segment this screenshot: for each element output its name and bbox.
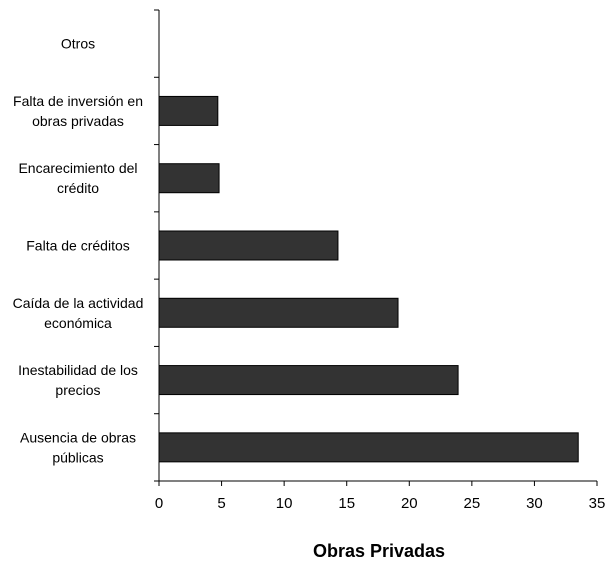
x-tick-label: 20 (401, 495, 418, 512)
x-tick-label: 15 (338, 495, 355, 512)
x-axis-label: Obras Privadas (313, 541, 445, 561)
x-tick-label: 10 (276, 495, 293, 512)
category-label-1-line-2: públicas (52, 449, 103, 465)
x-tick-label: 0 (155, 495, 163, 512)
category-label-6-line-1: Falta de inversión en (13, 93, 143, 109)
axes-group (154, 9, 597, 482)
category-label-3-line-2: económica (44, 315, 112, 331)
category-label-5-line-2: crédito (57, 180, 99, 196)
bar-1 (158, 432, 579, 463)
x-tick-label: 30 (526, 495, 543, 512)
category-label-2-line-1: Inestabilidad de los (18, 362, 138, 378)
category-label-5-line-1: Encarecimiento del (18, 160, 137, 176)
bar-4 (158, 230, 339, 261)
bar-5 (158, 163, 220, 194)
x-tick-label: 5 (217, 495, 225, 512)
category-label-1-line-1: Ausencia de obras (20, 429, 136, 445)
bar-2 (158, 365, 459, 396)
category-label-6-line-2: obras privadas (32, 113, 124, 129)
x-tick-label: 25 (464, 495, 481, 512)
category-label-7: Otros (61, 36, 95, 52)
category-label-4: Falta de créditos (26, 238, 130, 254)
category-labels-group: Ausencia de obras públicas Inestabilidad d… (13, 36, 144, 466)
category-label-2-line-2: precios (55, 382, 100, 398)
bar-6 (158, 95, 219, 126)
category-label-3-line-1: Caída de la actividad (13, 295, 144, 311)
x-tick-label: 35 (589, 495, 606, 512)
bars-group (158, 95, 579, 463)
bar-3 (158, 297, 399, 328)
x-ticks-group: 0 5 10 15 20 25 30 35 (155, 481, 606, 512)
